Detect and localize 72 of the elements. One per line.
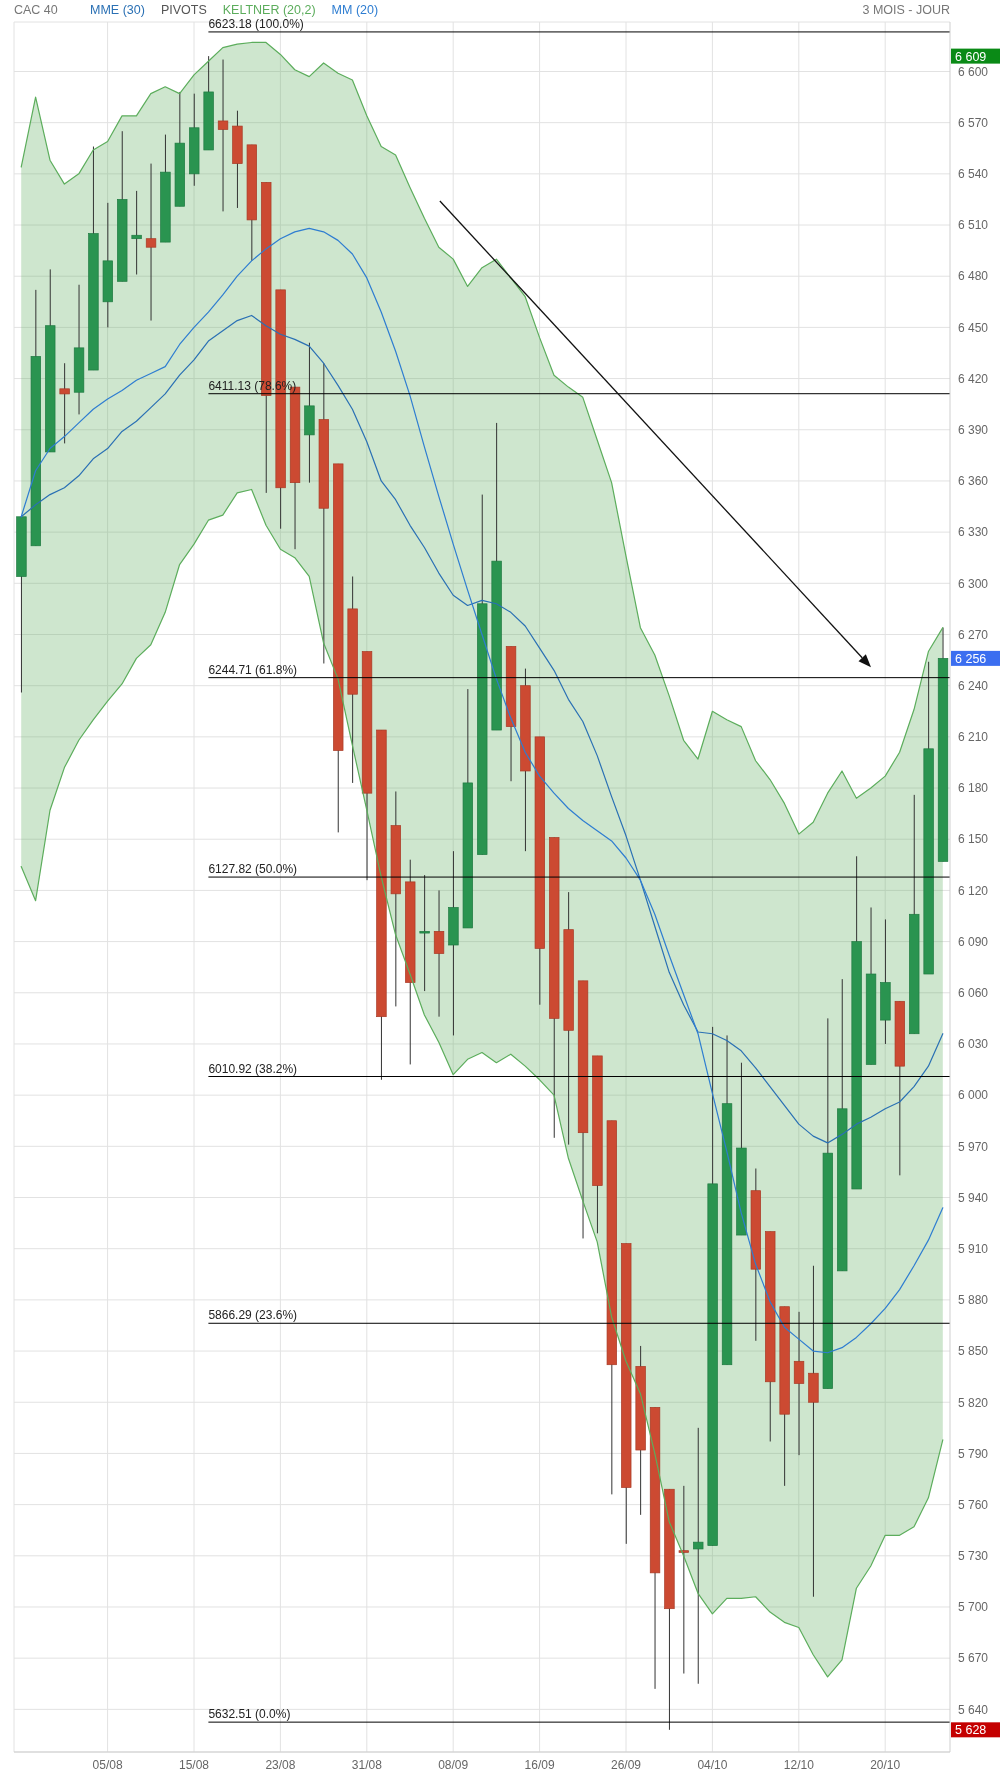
x-tick-label: 31/08 xyxy=(351,1757,383,1772)
y-tick-label: 5 910 xyxy=(958,1241,989,1256)
y-tick-label: 6 060 xyxy=(958,986,989,1001)
y-tick-label: 6 300 xyxy=(958,576,989,591)
candlestick xyxy=(433,889,445,1018)
y-tick-label: 6 240 xyxy=(958,678,989,693)
candlestick xyxy=(808,1265,819,1598)
candlestick xyxy=(217,59,229,212)
y-tick-label: 5 940 xyxy=(958,1190,989,1205)
y-tick-label: 6 270 xyxy=(958,627,989,642)
text: 6 609 xyxy=(955,49,987,64)
text: 5 628 xyxy=(955,1723,987,1738)
x-tick-label: 20/10 xyxy=(870,1757,901,1772)
y-tick-label: 5 820 xyxy=(958,1395,989,1410)
y-tick-label: 6 150 xyxy=(958,832,989,847)
text: KELTNER (20,2) xyxy=(222,3,316,18)
y-tick-label: 6 600 xyxy=(958,64,989,79)
y-tick-label: 6 450 xyxy=(958,320,989,335)
y-tick-label: 5 880 xyxy=(958,1293,989,1308)
y-tick-label: 6 030 xyxy=(958,1037,989,1052)
y-tick-label: 5 700 xyxy=(958,1600,989,1615)
y-tick-label: 5 640 xyxy=(958,1702,989,1717)
x-tick-label: 16/09 xyxy=(524,1757,555,1772)
x-tick-label: 08/09 xyxy=(438,1757,469,1772)
y-tick-label: 6 390 xyxy=(958,423,989,438)
y-tick-label: 6 090 xyxy=(958,934,989,949)
y-tick-label: 6 540 xyxy=(958,167,989,182)
y-tick-label: 6 510 xyxy=(958,218,989,233)
x-tick-label: 12/10 xyxy=(783,1757,815,1772)
x-tick-label: 05/08 xyxy=(92,1757,123,1772)
ref-line-label: 5866.29 (23.6%) xyxy=(208,1308,298,1323)
y-tick-label: 5 760 xyxy=(958,1497,989,1512)
y-tick-label: 6 570 xyxy=(958,115,989,130)
candlestick xyxy=(419,874,430,992)
y-tick-label: 6 330 xyxy=(958,525,989,540)
candlestick xyxy=(145,163,157,322)
line-series xyxy=(20,41,944,835)
x-tick-label: 26/09 xyxy=(610,1757,642,1772)
ref-line-label: 6127.82 (50.0%) xyxy=(208,862,298,877)
candlestick xyxy=(131,190,142,275)
line-series xyxy=(20,314,944,1144)
candlestick xyxy=(693,1427,704,1685)
y-tick-label: 6 120 xyxy=(958,883,989,898)
text: 6 256 xyxy=(955,651,987,666)
y-tick-label: 6 210 xyxy=(958,730,989,745)
ref-line-label: 6244.71 (61.8%) xyxy=(208,662,298,677)
y-tick-label: 5 670 xyxy=(958,1651,989,1666)
line-series xyxy=(20,227,944,1354)
line-series xyxy=(20,488,944,1678)
text: PIVOTS xyxy=(160,3,207,18)
y-tick-label: 6 360 xyxy=(958,474,989,489)
chart-subtitle: 3 MOIS - JOUR xyxy=(862,3,950,18)
chart-title: CAC 40 xyxy=(14,3,58,18)
y-tick-label: 6 420 xyxy=(958,371,989,386)
y-tick-label: 5 790 xyxy=(958,1446,989,1461)
x-tick-label: 04/10 xyxy=(697,1757,728,1772)
text: MME (30) xyxy=(90,3,145,18)
y-tick-label: 6 480 xyxy=(958,269,989,284)
candlestick xyxy=(678,1485,689,1675)
y-tick-label: 5 970 xyxy=(958,1139,989,1154)
text: MM (20) xyxy=(331,3,379,18)
y-tick-label: 6 180 xyxy=(958,781,989,796)
x-tick-label: 15/08 xyxy=(178,1757,210,1772)
ref-line-label: 5632.51 (0.0%) xyxy=(208,1707,291,1722)
x-tick-label: 23/08 xyxy=(265,1757,296,1772)
y-tick-label: 5 730 xyxy=(958,1549,989,1564)
ref-line-label: 6623.18 (100.0%) xyxy=(208,16,304,31)
ref-line-label: 6010.92 (38.2%) xyxy=(208,1061,298,1076)
y-tick-label: 5 850 xyxy=(958,1344,989,1359)
candlestick xyxy=(793,1311,805,1456)
candlestick xyxy=(59,362,70,444)
y-tick-label: 6 000 xyxy=(958,1088,989,1103)
